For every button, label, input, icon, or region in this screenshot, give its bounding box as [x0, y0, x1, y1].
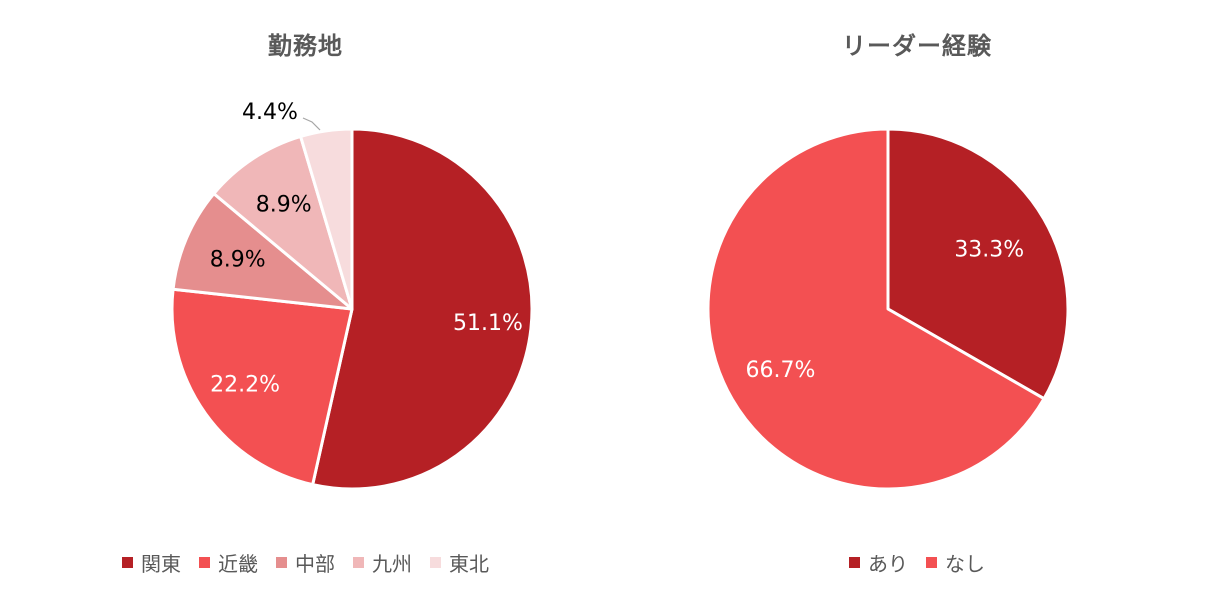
pie-slice-あり	[886, 127, 1070, 401]
legend-label: 関東	[141, 552, 181, 576]
legend-swatch	[199, 557, 210, 568]
legend-item-なし: なし	[926, 548, 985, 577]
legend-item-あり: あり	[849, 548, 908, 577]
legend-swatch	[430, 557, 441, 568]
chart-legend: あり なし	[611, 548, 1223, 577]
legend-label: なし	[945, 552, 985, 576]
legend-swatch	[122, 557, 133, 568]
legend-item-中部: 中部	[276, 548, 335, 577]
legend-item-近畿: 近畿	[199, 548, 258, 577]
pie-slice-関東	[311, 127, 534, 491]
data-label: 8.9%	[256, 192, 312, 217]
chart-panel-work-location: 勤務地 51.1% 22.2% 8.9% 8.9% 4.4% 関東 近畿 中部 九州 東北	[0, 0, 611, 600]
legend-swatch	[276, 557, 287, 568]
legend-item-関東: 関東	[122, 548, 181, 577]
legend-swatch	[849, 557, 860, 568]
chart-panel-leader-experience: リーダー経験 33.3% 66.7% あり なし	[611, 0, 1223, 600]
legend-item-九州: 九州	[353, 548, 412, 577]
legend-label: 近畿	[218, 552, 258, 576]
chart-legend: 関東 近畿 中部 九州 東北	[0, 548, 611, 577]
pie-slice-東北	[299, 127, 354, 311]
chart-title: 勤務地	[268, 32, 343, 60]
data-label: 8.9%	[210, 247, 266, 272]
legend-label: あり	[868, 552, 908, 576]
legend-label: 九州	[372, 552, 412, 576]
legend-label: 中部	[295, 552, 335, 576]
pie-slice-近畿	[170, 287, 354, 487]
data-label: 51.1%	[453, 311, 523, 336]
legend-swatch	[926, 557, 937, 568]
data-label: 33.3%	[954, 237, 1024, 262]
data-label: 4.4%	[242, 100, 298, 125]
legend-item-東北: 東北	[430, 548, 489, 577]
legend-label: 東北	[449, 552, 489, 576]
pie-slice-九州	[212, 134, 354, 311]
data-label: 66.7%	[746, 358, 816, 383]
pie-slice-なし	[706, 127, 1046, 491]
leader-line	[302, 117, 321, 131]
data-label: 22.2%	[210, 372, 280, 397]
chart-title: リーダー経験	[842, 32, 992, 60]
pie-chart-work-location: 51.1% 22.2% 8.9% 8.9% 4.4%	[170, 100, 534, 491]
legend-swatch	[353, 557, 364, 568]
pie-slice-中部	[171, 192, 354, 311]
pie-chart-leader-experience: 33.3% 66.7%	[706, 127, 1070, 491]
